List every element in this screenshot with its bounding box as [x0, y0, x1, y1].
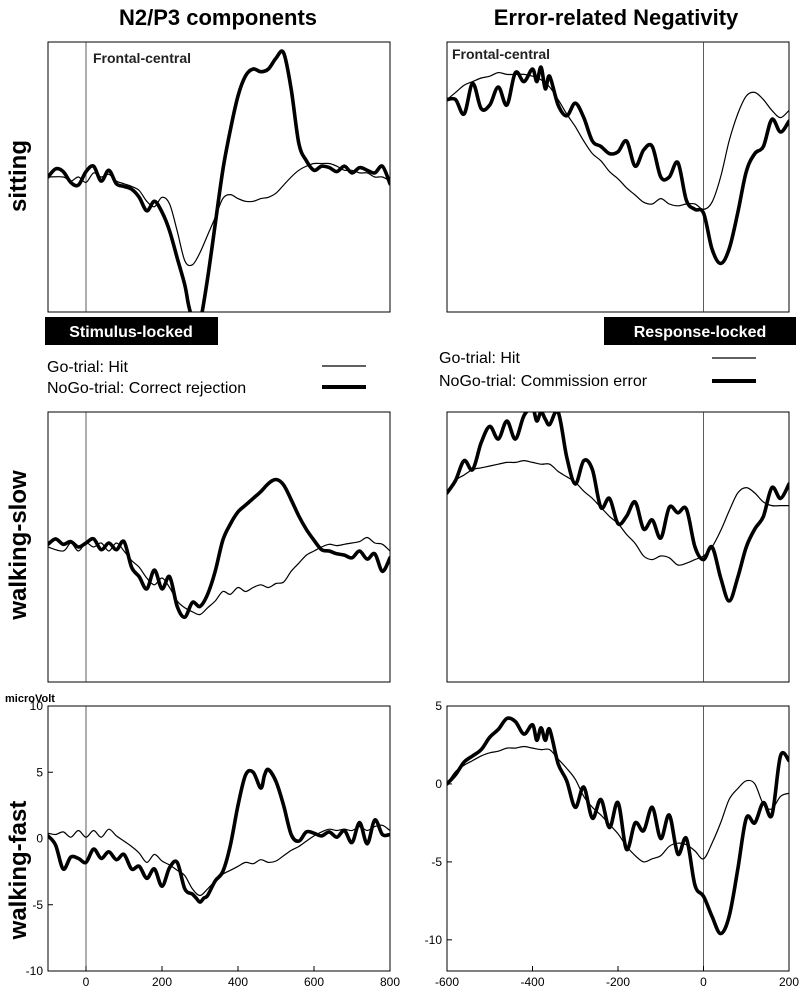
x-tick-label: 400 [228, 975, 248, 989]
x-tick-label: 200 [779, 975, 799, 989]
x-tick-label: -600 [435, 975, 459, 989]
y-tick-label: 10 [30, 699, 44, 713]
y-tick-label: -5 [32, 898, 43, 912]
row-label-walking-fast: walking-fast [5, 801, 32, 941]
y-tick-label: -10 [425, 933, 443, 947]
x-tick-label: -400 [520, 975, 544, 989]
series-line-nogo [447, 412, 789, 603]
row-label-walking-slow: walking-slow [5, 470, 32, 621]
row-label-sitting: sitting [5, 140, 32, 212]
column-title-n2p3: N2/P3 components [119, 5, 317, 30]
x-tick-label: 0 [83, 975, 90, 989]
x-tick-label: -200 [606, 975, 630, 989]
region-label-left: Frontal-central [93, 50, 191, 66]
y-tick-label: -10 [26, 964, 44, 978]
series-line-nogo [48, 477, 390, 620]
panel-walking-slow-stimulus-locked [47, 411, 391, 683]
y-tick-label: 5 [36, 765, 43, 779]
stimulus-locked-badge [45, 317, 218, 345]
y-tick-label: 0 [36, 832, 43, 846]
legend-left-nogo: NoGo-trial: Correct rejection [47, 380, 246, 397]
plot-frame [446, 705, 790, 972]
series-line-go [447, 71, 789, 210]
y-tick-label: -5 [431, 855, 442, 869]
x-tick-label: 0 [700, 975, 707, 989]
column-title-ern: Error-related Negativity [494, 5, 739, 30]
y-tick-label: 0 [435, 777, 442, 791]
series-line-go [447, 745, 789, 863]
panel-walking-slow-response-locked [446, 411, 790, 683]
plot-frame [446, 41, 790, 313]
legend-right-go: Go-trial: Hit [439, 350, 520, 367]
x-tick-label: 800 [380, 975, 400, 989]
series-line-nogo [447, 65, 789, 266]
series-line-nogo [48, 767, 390, 904]
plot-frame [47, 705, 391, 972]
response-locked-badge [604, 317, 796, 345]
series-line-nogo [447, 716, 789, 936]
plot-frame [446, 411, 790, 683]
legend-right-nogo: NoGo-trial: Commission error [439, 373, 648, 390]
panel-walking-fast-stimulus-locked: -10 -5 0 5 10 0 200 400 600 800 [26, 699, 401, 989]
response-locked-label: Response-locked [634, 324, 766, 341]
stimulus-locked-label: Stimulus-locked [69, 324, 193, 341]
series-line-go [48, 536, 390, 616]
region-label-right: Frontal-central [452, 46, 550, 62]
panel-sitting-stimulus-locked [47, 41, 391, 313]
panel-walking-fast-response-locked: -10 -5 0 5 -600 -400 -200 0 200 [425, 699, 800, 989]
x-tick-label: 200 [152, 975, 172, 989]
series-line-nogo [48, 49, 390, 312]
panel-sitting-response-locked [446, 41, 790, 313]
x-tick-label: 600 [304, 975, 324, 989]
y-tick-label: 5 [435, 699, 442, 713]
y-unit-label: microVolt [5, 693, 55, 705]
legend-left-go: Go-trial: Hit [47, 359, 128, 376]
